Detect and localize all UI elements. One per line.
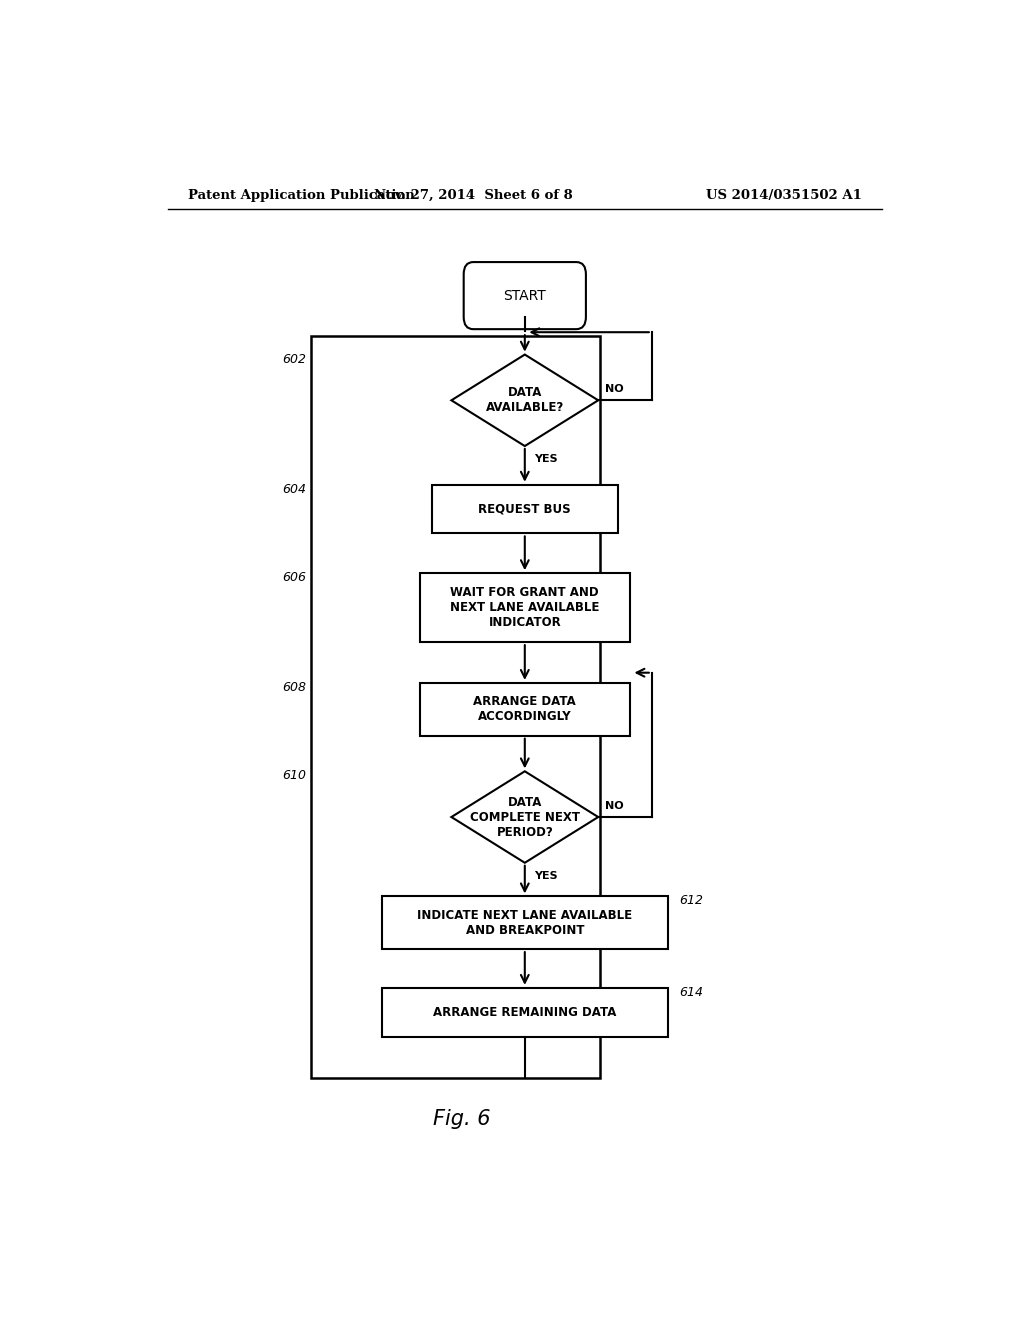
Polygon shape [452, 355, 598, 446]
FancyBboxPatch shape [464, 263, 586, 329]
Bar [431, 484, 618, 533]
Text: REQUEST BUS: REQUEST BUS [478, 503, 571, 516]
Bar [310, 337, 600, 1078]
Text: 612: 612 [680, 894, 703, 907]
Text: NO: NO [604, 801, 624, 810]
Text: YES: YES [535, 454, 558, 465]
Text: ARRANGE REMAINING DATA: ARRANGE REMAINING DATA [433, 1006, 616, 1019]
Text: 604: 604 [283, 483, 306, 495]
Text: 610: 610 [283, 770, 306, 783]
Bar [382, 896, 668, 949]
Text: Patent Application Publication: Patent Application Publication [187, 189, 415, 202]
Text: ARRANGE DATA
ACCORDINGLY: ARRANGE DATA ACCORDINGLY [473, 696, 577, 723]
Text: US 2014/0351502 A1: US 2014/0351502 A1 [707, 189, 862, 202]
Text: DATA
AVAILABLE?: DATA AVAILABLE? [485, 387, 564, 414]
Text: 602: 602 [283, 352, 306, 366]
Text: 606: 606 [283, 572, 306, 583]
Bar [420, 682, 630, 735]
Text: WAIT FOR GRANT AND
NEXT LANE AVAILABLE
INDICATOR: WAIT FOR GRANT AND NEXT LANE AVAILABLE I… [451, 586, 599, 630]
Text: Nov. 27, 2014  Sheet 6 of 8: Nov. 27, 2014 Sheet 6 of 8 [374, 189, 572, 202]
Text: YES: YES [535, 871, 558, 880]
Polygon shape [452, 771, 598, 863]
Bar [382, 987, 668, 1036]
Text: NO: NO [604, 384, 624, 395]
Text: 608: 608 [283, 681, 306, 694]
Text: DATA
COMPLETE NEXT
PERIOD?: DATA COMPLETE NEXT PERIOD? [470, 796, 580, 838]
Bar [420, 573, 630, 643]
Text: 614: 614 [680, 986, 703, 999]
Text: Fig. 6: Fig. 6 [432, 1109, 490, 1129]
Text: INDICATE NEXT LANE AVAILABLE
AND BREAKPOINT: INDICATE NEXT LANE AVAILABLE AND BREAKPO… [417, 908, 633, 937]
Text: START: START [504, 289, 546, 302]
